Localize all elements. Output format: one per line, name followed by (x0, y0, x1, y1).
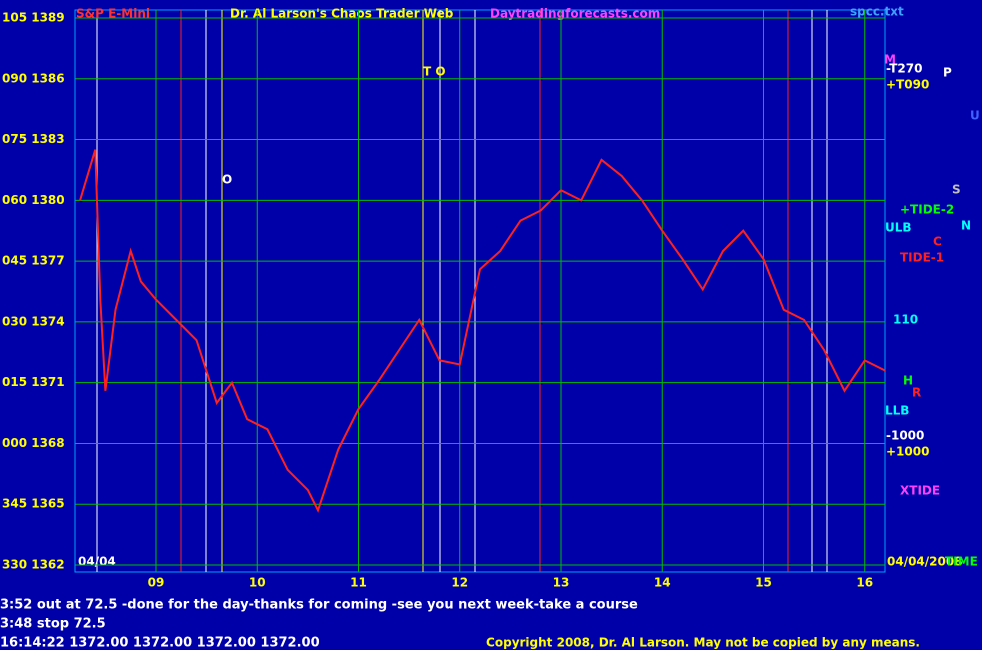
annotation: +T090 (886, 78, 929, 92)
x-tick-label: 11 (350, 576, 367, 590)
y-tick-label: 330 1362 (2, 558, 65, 572)
y-tick-label: 105 1389 (2, 11, 65, 25)
x-tick-label: 13 (553, 576, 570, 590)
x-tick-label: 12 (451, 576, 468, 590)
y-tick-label: 345 1365 (2, 497, 65, 511)
annotation: P (943, 66, 952, 80)
annotation: N (961, 219, 971, 233)
x-tick-label: 15 (755, 576, 772, 590)
file-name: spcc.txt (850, 5, 904, 19)
x-tick-label: 09 (148, 576, 165, 590)
y-tick-label: 030 1374 (2, 314, 65, 328)
chart-subtitle: S&P E-Mini (76, 7, 150, 21)
annotation: U (970, 109, 980, 123)
annotation: TIME (945, 555, 978, 569)
annotation: -T270 (886, 62, 922, 76)
footer-line: 16:14:22 1372.00 1372.00 1372.00 1372.00 (0, 636, 320, 650)
annotation: -1000 (886, 429, 924, 443)
annotation: C (933, 235, 942, 249)
annotation: ULB (885, 221, 912, 235)
x-tick-label: 14 (654, 576, 671, 590)
y-tick-label: 090 1386 (2, 71, 65, 85)
annotation: M (884, 53, 896, 67)
time-markers (96, 10, 828, 572)
annotation: 04/04/2008 (887, 555, 963, 569)
plot-frame (74, 9, 886, 573)
annotation: O (222, 173, 232, 187)
x-tick-label: 10 (249, 576, 266, 590)
annotation: XTIDE (900, 484, 940, 498)
annotation: +TIDE-2 (900, 203, 954, 217)
x-tick-label: 16 (856, 576, 873, 590)
annotations: 04/04 P U S N C M -T270 +T090 +TIDE-2 TI… (78, 53, 980, 569)
footer-line: 3:48 stop 72.5 (0, 617, 106, 632)
site: Daytradingforecasts.com (490, 7, 660, 21)
annotation: R (912, 386, 921, 400)
annotation: LLB (885, 404, 909, 418)
price-line (79, 149, 886, 513)
annotation: 110 (893, 313, 918, 327)
annotation: +1000 (886, 445, 929, 459)
annotation: T O (423, 65, 446, 79)
annotation: TIDE-1 (900, 251, 944, 265)
chart-title: Dr. Al Larson's Chaos Trader Web (230, 7, 454, 21)
y-tick-label: 000 1368 (2, 436, 65, 450)
y-tick-label: 075 1383 (2, 132, 65, 146)
footer-line: 3:52 out at 72.5 -done for the day-thank… (0, 598, 638, 613)
annotation: H (903, 374, 913, 388)
y-tick-label: 015 1371 (2, 375, 65, 389)
copyright: Copyright 2008, Dr. Al Larson. May not b… (486, 636, 920, 650)
annotation: S (952, 183, 961, 197)
y-tick-label: 060 1380 (2, 193, 65, 207)
y-tick-label: 045 1377 (2, 254, 65, 268)
annotation: 04/04 (78, 555, 116, 569)
